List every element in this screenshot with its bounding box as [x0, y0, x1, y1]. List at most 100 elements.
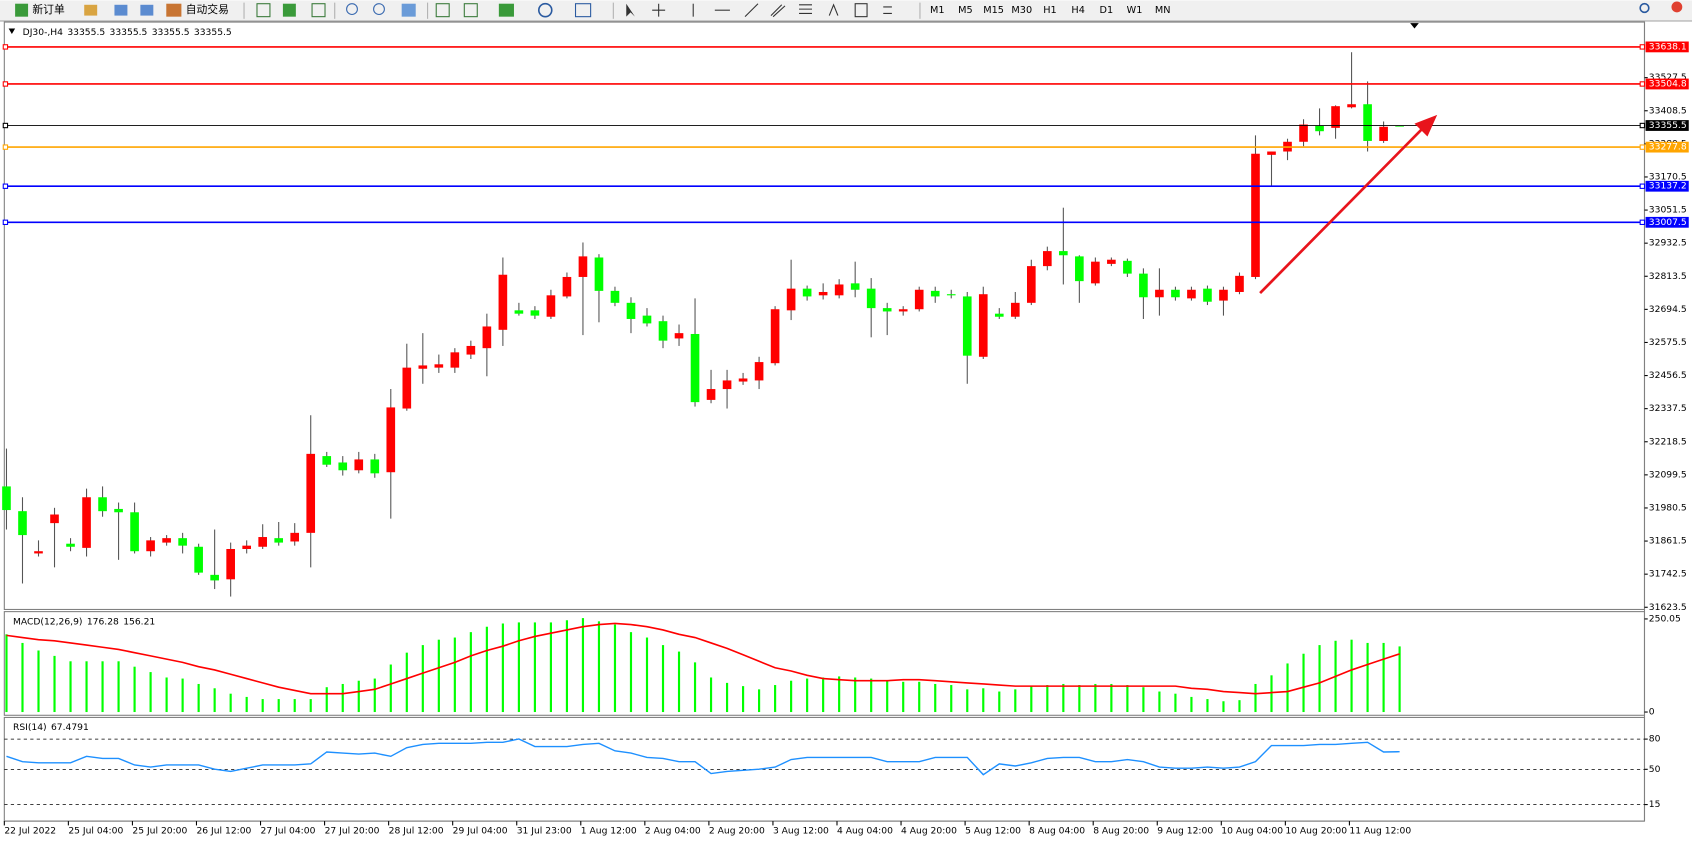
candle-body [898, 309, 908, 312]
timeframe-button[interactable]: M1 [930, 5, 945, 16]
toolbar-items: 新订单 自动交易 M1 M5 M15 M30 H1 H4 D1 W1 MN [15, 1, 1683, 19]
macd-bar [1366, 642, 1369, 713]
price-label: 33137.2 [1649, 181, 1687, 192]
price-label-box [1645, 78, 1689, 90]
label-tool[interactable] [854, 3, 868, 18]
macd-bar [1254, 683, 1257, 713]
auto-trading-button[interactable]: 自动交易 [186, 3, 229, 16]
macd-bar [629, 632, 633, 713]
toolbar-icon[interactable] [256, 3, 271, 18]
y-tick-label: 33408.5 [1649, 105, 1687, 116]
toolbar-icon[interactable] [463, 3, 478, 18]
toolbar-icon[interactable] [401, 3, 416, 17]
indicators-icon[interactable] [498, 3, 514, 17]
candle-body [1379, 126, 1388, 141]
macd-bar [309, 699, 312, 713]
macd-bar [693, 662, 697, 713]
y-tick-label: 31980.5 [1649, 502, 1687, 513]
macd-bar [1142, 687, 1145, 713]
timeframe-button[interactable]: M15 [983, 5, 1004, 16]
macd-bar [966, 689, 969, 713]
y-tick-label: 32932.5 [1649, 238, 1687, 249]
candle-body [610, 290, 620, 303]
search-icon[interactable] [1639, 2, 1650, 14]
candle-body [658, 321, 668, 341]
price-line-handle [2, 81, 9, 87]
y-tick-label: 32218.5 [1649, 436, 1687, 447]
candle-body [226, 548, 235, 580]
zoom-in-icon[interactable] [346, 3, 358, 16]
candle-body [434, 364, 444, 368]
y-tick-label: 33527.5 [1649, 72, 1687, 83]
macd-bar [822, 677, 825, 713]
notification-icon[interactable] [1671, 1, 1683, 13]
candle-body [482, 326, 492, 349]
macd-bar [101, 661, 104, 713]
price-label-box [1645, 141, 1689, 153]
auto-trading-icon[interactable] [166, 3, 182, 17]
macd-bar [325, 687, 328, 713]
toolbar-icon[interactable] [140, 4, 154, 16]
timeframe-button[interactable]: M30 [1011, 5, 1032, 16]
candle-body [98, 497, 107, 512]
timeframe-button[interactable]: H1 [1043, 5, 1056, 16]
macd-bar [1238, 700, 1241, 713]
y-tick-label: 31623.5 [1649, 602, 1687, 613]
candle-body [1123, 260, 1132, 274]
candle-body [1267, 151, 1276, 155]
macd-bar [1030, 686, 1033, 713]
candle-body [642, 315, 652, 324]
arrows-tool[interactable] [883, 6, 892, 14]
candle-body [274, 538, 284, 543]
y-tick-label: 80 [1649, 734, 1661, 745]
x-tick-label: 22 Jul 2022 [4, 825, 56, 836]
timeframe-button[interactable]: M5 [958, 5, 973, 16]
candle-body [114, 508, 123, 513]
macd-bar [677, 651, 681, 713]
candle-body [1251, 153, 1260, 277]
candle-body [354, 459, 364, 471]
trend-arrow-head [1414, 114, 1438, 137]
toolbar-icon[interactable] [84, 4, 98, 16]
crosshair-tool[interactable] [652, 3, 666, 17]
candle-body [290, 532, 300, 542]
timeframe-button[interactable]: H4 [1071, 5, 1084, 16]
macd-bar [1078, 685, 1081, 713]
ohlc-value: 33355.5 [110, 26, 148, 37]
toolbar-icon[interactable] [435, 3, 450, 18]
price-line-handle [2, 44, 9, 50]
zoom-out-icon[interactable] [373, 3, 385, 16]
toolbar-icon[interactable] [311, 3, 326, 18]
toolbar-icon[interactable] [282, 3, 296, 17]
timeframe-button[interactable]: W1 [1127, 5, 1143, 16]
x-tick-label: 10 Aug 20:00 [1285, 825, 1347, 836]
cursor-tool[interactable] [626, 3, 635, 17]
templates-icon[interactable] [574, 3, 592, 18]
panel-header: DJ30-,H4 33355.5 33355.5 33355.5 33355.5 [23, 26, 232, 37]
new-order-icon[interactable] [15, 3, 29, 17]
macd-bar [613, 624, 617, 713]
ohlc-value: 33355.5 [152, 26, 190, 37]
price-line-handle [1639, 144, 1646, 150]
macd-bar [357, 680, 360, 713]
trendline-tool[interactable] [744, 3, 759, 18]
candle-body [962, 296, 972, 356]
periods-icon[interactable] [537, 2, 553, 18]
timeframe-button[interactable]: MN [1155, 5, 1171, 16]
panel-header: MACD(12,26,9) 176.28 156.21 [13, 616, 155, 627]
text-tool[interactable] [828, 3, 839, 16]
fibo-tool[interactable] [799, 4, 812, 14]
candle-body [34, 551, 43, 554]
timeframe-button[interactable]: D1 [1100, 5, 1114, 16]
macd-bar [485, 626, 488, 713]
x-tick-label: 25 Jul 20:00 [132, 825, 187, 836]
macd-bar [373, 678, 376, 713]
channel-tool[interactable] [770, 4, 786, 18]
macd-bar [133, 666, 136, 713]
panel-title: MACD(12,26,9) [13, 616, 83, 627]
candle-body [130, 512, 139, 552]
new-order-button[interactable]: 新订单 [32, 3, 65, 16]
x-tick-label: 5 Aug 12:00 [965, 825, 1021, 836]
toolbar-icon[interactable] [114, 4, 128, 16]
signal-value: 156.21 [123, 616, 155, 627]
